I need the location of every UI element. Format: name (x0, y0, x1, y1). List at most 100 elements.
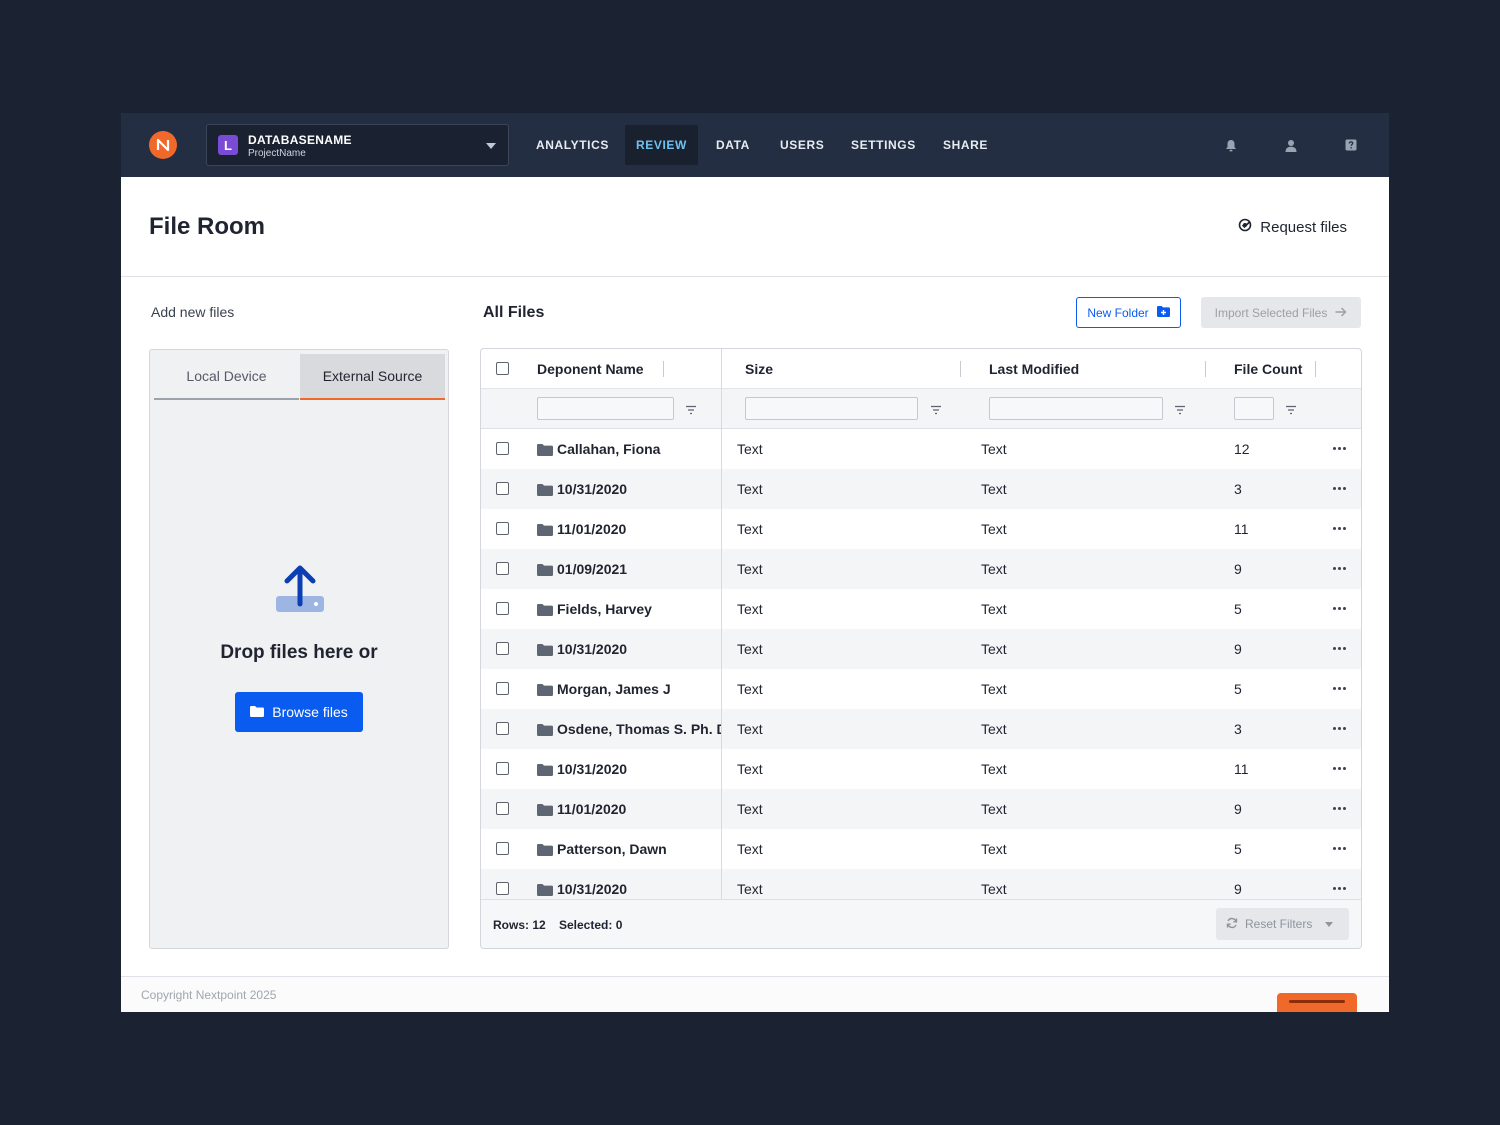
table-row[interactable]: 10/31/2020 Text Text 9 (481, 629, 1361, 669)
table-row[interactable]: Osdene, Thomas S. Ph. D Text Text 3 (481, 709, 1361, 749)
more-options-icon[interactable] (1333, 687, 1346, 690)
row-checkbox[interactable] (496, 522, 509, 535)
deponent-name-cell[interactable]: 10/31/2020 (537, 869, 721, 899)
more-options-icon[interactable] (1333, 447, 1346, 450)
row-checkbox[interactable] (496, 442, 509, 455)
table-row[interactable]: 01/09/2021 Text Text 9 (481, 549, 1361, 589)
user-icon[interactable] (1283, 137, 1299, 153)
help-icon[interactable] (1343, 137, 1359, 153)
deponent-name-cell[interactable]: Patterson, Dawn (537, 829, 721, 869)
more-options-icon[interactable] (1333, 767, 1346, 770)
column-resize-handle[interactable] (1205, 361, 1206, 377)
table-row[interactable]: 10/31/2020 Text Text 3 (481, 469, 1361, 509)
column-resize-handle[interactable] (663, 361, 664, 377)
filter-icon[interactable] (1285, 403, 1297, 415)
more-options-icon[interactable] (1333, 847, 1346, 850)
table-row[interactable]: 11/01/2020 Text Text 9 (481, 789, 1361, 829)
deponent-name-cell[interactable]: 11/01/2020 (537, 509, 721, 549)
row-checkbox[interactable] (496, 562, 509, 575)
table-row[interactable]: Fields, Harvey Text Text 5 (481, 589, 1361, 629)
import-selected-files-label: Import Selected Files (1214, 305, 1328, 320)
import-selected-files-button[interactable]: Import Selected Files (1201, 297, 1361, 328)
bell-icon[interactable] (1223, 137, 1239, 153)
table-row[interactable]: 10/31/2020 Text Text 9 (481, 869, 1361, 899)
more-options-icon[interactable] (1333, 647, 1346, 650)
column-resize-handle[interactable] (1315, 361, 1316, 377)
deponent-name-filter-input[interactable] (537, 397, 674, 420)
row-checkbox[interactable] (496, 482, 509, 495)
row-checkbox[interactable] (496, 882, 509, 895)
deponent-name: Patterson, Dawn (557, 841, 667, 857)
more-options-icon[interactable] (1333, 567, 1346, 570)
table-row[interactable]: 10/31/2020 Text Text 11 (481, 749, 1361, 789)
more-options-icon[interactable] (1333, 487, 1346, 490)
folder-icon (537, 883, 553, 896)
folder-icon (537, 443, 553, 456)
more-options-icon[interactable] (1333, 727, 1346, 730)
column-header-size[interactable]: Size (745, 361, 774, 377)
tab-local-device[interactable]: Local Device (154, 354, 299, 400)
nav-item-data[interactable]: DATA (716, 138, 750, 152)
select-all-checkbox[interactable] (496, 362, 509, 375)
row-checkbox[interactable] (496, 722, 509, 735)
row-checkbox[interactable] (496, 802, 509, 815)
row-checkbox[interactable] (496, 602, 509, 615)
nav-item-users[interactable]: USERS (780, 138, 825, 152)
page-title: File Room (149, 213, 266, 240)
deponent-name: 01/09/2021 (557, 561, 628, 577)
tab-external-source[interactable]: External Source (300, 354, 445, 400)
column-header-file-count[interactable]: File Count (1234, 361, 1303, 377)
nextpoint-logo-icon[interactable] (149, 131, 177, 159)
deponent-name-cell[interactable]: Callahan, Fiona (537, 429, 721, 469)
browse-files-button[interactable]: Browse files (235, 692, 363, 732)
nav-item-review[interactable]: REVIEW (625, 125, 698, 165)
nav-item-settings[interactable]: SETTINGS (851, 138, 916, 152)
last-modified-cell: Text (981, 641, 1007, 657)
feedback-tab[interactable] (1277, 993, 1357, 1012)
new-folder-button[interactable]: New Folder (1076, 297, 1181, 328)
request-files-button[interactable]: Request files (1238, 217, 1347, 237)
deponent-name-cell[interactable]: 01/09/2021 (537, 549, 721, 589)
chevron-down-icon (486, 143, 496, 149)
column-resize-handle[interactable] (960, 361, 961, 377)
folder-icon (537, 563, 553, 576)
reset-filters-label: Reset Filters (1245, 917, 1313, 931)
file-count-filter-input[interactable] (1234, 397, 1274, 420)
size-filter-input[interactable] (745, 397, 918, 420)
size-cell: Text (737, 881, 763, 897)
deponent-name-cell[interactable]: 11/01/2020 (537, 789, 721, 829)
deponent-name: Morgan, James J (557, 681, 671, 697)
table-row[interactable]: 11/01/2020 Text Text 11 (481, 509, 1361, 549)
deponent-name-cell[interactable]: 10/31/2020 (537, 629, 721, 669)
deponent-name-cell[interactable]: Morgan, James J (537, 669, 721, 709)
table-row[interactable]: Morgan, James J Text Text 5 (481, 669, 1361, 709)
row-checkbox[interactable] (496, 842, 509, 855)
nav-item-share[interactable]: SHARE (943, 138, 989, 152)
row-checkbox[interactable] (496, 762, 509, 775)
more-options-icon[interactable] (1333, 887, 1346, 890)
filter-icon[interactable] (930, 403, 942, 415)
more-options-icon[interactable] (1333, 807, 1346, 810)
filter-icon[interactable] (685, 403, 697, 415)
more-options-icon[interactable] (1333, 607, 1346, 610)
last-modified-filter-input[interactable] (989, 397, 1163, 420)
more-options-icon[interactable] (1333, 527, 1346, 530)
refresh-icon (1226, 917, 1238, 932)
table-row[interactable]: Patterson, Dawn Text Text 5 (481, 829, 1361, 869)
filter-icon[interactable] (1174, 403, 1186, 415)
deponent-name-cell[interactable]: Osdene, Thomas S. Ph. D (537, 709, 721, 749)
rows-count: Rows: 12 (493, 918, 546, 932)
reset-filters-button[interactable]: Reset Filters (1216, 908, 1349, 940)
deponent-name-cell[interactable]: 10/31/2020 (537, 749, 721, 789)
database-selector[interactable]: L DATABASENAME ProjectName (206, 124, 509, 166)
deponent-name-cell[interactable]: Fields, Harvey (537, 589, 721, 629)
column-header-deponent-name[interactable]: Deponent Name (537, 361, 644, 377)
column-header-last-modified[interactable]: Last Modified (989, 361, 1080, 377)
row-checkbox[interactable] (496, 682, 509, 695)
table-row[interactable]: Callahan, Fiona Text Text 12 (481, 429, 1361, 469)
deponent-name-cell[interactable]: 10/31/2020 (537, 469, 721, 509)
file-count-cell: 5 (1234, 601, 1242, 617)
nav-item-analytics[interactable]: ANALYTICS (536, 138, 609, 152)
row-checkbox[interactable] (496, 642, 509, 655)
folder-icon (537, 523, 553, 536)
